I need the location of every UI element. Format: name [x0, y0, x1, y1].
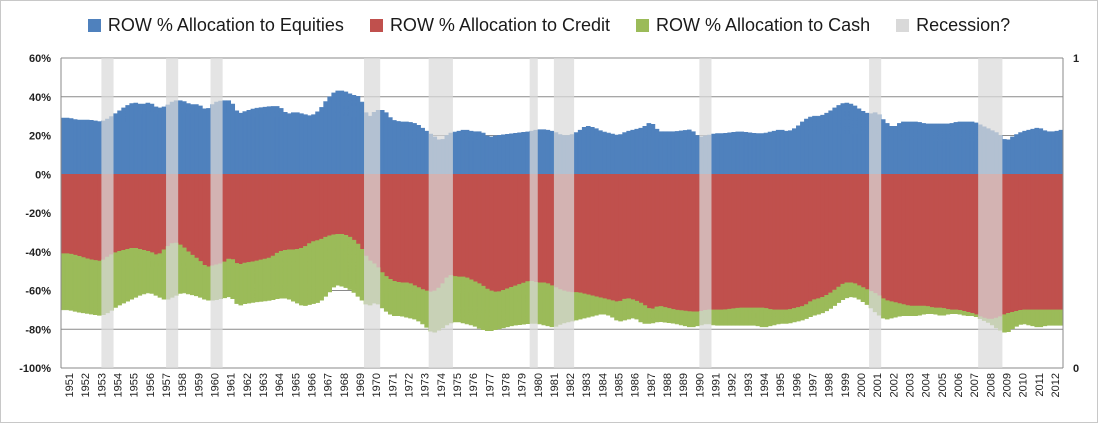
- x-tick-label: 1958: [177, 373, 189, 397]
- x-tick-label: 1951: [64, 373, 76, 397]
- x-tick-label: 1957: [161, 373, 173, 397]
- y-left-tick-label: -40%: [25, 247, 51, 259]
- recession-band: [699, 58, 712, 368]
- x-tick-label: 1956: [145, 373, 157, 397]
- x-tick-label: 1954: [113, 373, 125, 397]
- legend-swatch: [87, 18, 101, 32]
- x-tick-label: 1995: [775, 373, 787, 397]
- recession-band: [529, 58, 538, 368]
- x-tick-label: 1953: [96, 373, 108, 397]
- x-tick-label: 1987: [646, 373, 658, 397]
- x-tick-label: 1964: [274, 373, 286, 397]
- x-tick-label: 1981: [549, 373, 561, 397]
- x-tick-label: 2006: [953, 373, 965, 397]
- x-tick-label: 1975: [452, 373, 464, 397]
- x-tick-label: 2007: [969, 373, 981, 397]
- legend-item-row-allocation-to-cash: ROW % Allocation to Cash: [636, 15, 870, 36]
- recession-band: [869, 58, 882, 368]
- x-tick-label: 1970: [371, 373, 383, 397]
- x-tick-label: 1982: [565, 373, 577, 397]
- x-tick-label: 1961: [226, 373, 238, 397]
- x-tick-label: 1980: [533, 373, 545, 397]
- x-tick-label: 1968: [339, 373, 351, 397]
- x-tick-label: 1984: [597, 373, 609, 397]
- x-tick-label: 1997: [808, 373, 820, 397]
- recession-band: [553, 58, 575, 368]
- x-tick-label: 1976: [468, 373, 480, 397]
- legend-item-row-allocation-to-equities: ROW % Allocation to Equities: [87, 14, 344, 36]
- x-tick-label: 2011: [1034, 373, 1046, 397]
- axes: 60% 40% 20% 0% -20% -40% -60% -80% -100% 1 0 1951 19…: [19, 53, 1079, 397]
- x-tick-label: 1959: [193, 373, 205, 397]
- x-tick-label: 1965: [290, 373, 302, 397]
- x-tick-label: 1974: [436, 373, 448, 397]
- x-tick-label: 2008: [985, 373, 997, 397]
- x-tick-label: 1966: [307, 373, 319, 397]
- x-tick-label: 1990: [694, 373, 706, 397]
- x-tick-label: 1988: [662, 373, 674, 397]
- x-tick-label: 2005: [937, 373, 949, 397]
- x-tick-label: 1978: [500, 373, 512, 397]
- y-left-tick-label: -80%: [25, 324, 51, 336]
- legend-label: ROW % Allocation to Cash: [656, 14, 871, 35]
- x-tick-label: 2003: [904, 373, 916, 397]
- x-tick-label: 2001: [872, 373, 884, 397]
- x-tick-label: 1969: [355, 373, 367, 397]
- legend-item-row-allocation-to-credit: ROW % Allocation to Credit: [369, 14, 611, 36]
- x-tick-label: 1999: [840, 373, 852, 397]
- x-tick-label: 2002: [888, 373, 900, 397]
- recession-band: [978, 58, 1003, 368]
- x-tick-label: 1998: [824, 373, 836, 397]
- y-left-tick-label: 60%: [29, 53, 51, 65]
- y-right-tick-label: 1: [1073, 53, 1079, 65]
- x-tick-label: 1992: [727, 373, 739, 397]
- x-tick-label: 1986: [630, 373, 642, 397]
- legend-label: ROW % Allocation to Equities: [107, 14, 344, 35]
- x-tick-label: 1991: [711, 373, 723, 397]
- legend-swatch: [369, 18, 383, 32]
- y-left-tick-label: -100%: [19, 363, 51, 375]
- y-left-tick-label: 40%: [29, 92, 51, 104]
- x-tick-label: 1963: [258, 373, 270, 397]
- x-tick-label: 1994: [759, 373, 771, 397]
- x-tick-label: 2012: [1050, 373, 1062, 397]
- x-tick-label: 1985: [614, 373, 626, 397]
- recession-band: [101, 58, 114, 368]
- y-left-tick-label: -60%: [25, 286, 51, 298]
- recession-band: [428, 58, 453, 368]
- legend-label: ROW % Allocation to Credit: [389, 14, 611, 35]
- y-left-tick-label: 20%: [29, 131, 51, 143]
- x-tick-label: 1960: [210, 373, 222, 397]
- x-tick-label: 1971: [387, 373, 399, 397]
- x-tick-label: 1996: [791, 373, 803, 397]
- x-tick-label: 1952: [80, 373, 92, 397]
- x-tick-label: 1972: [403, 373, 415, 397]
- x-tick-label: 1993: [743, 373, 755, 397]
- y-left-tick-label: 0%: [35, 169, 51, 181]
- x-tick-label: 1977: [484, 373, 496, 397]
- recession-bands: [101, 58, 1003, 368]
- x-tick-label: 1967: [323, 373, 335, 397]
- x-tick-label: 2000: [856, 373, 868, 397]
- legend-item-recession: Recession?: [896, 15, 1010, 36]
- x-tick-label: 1979: [517, 373, 529, 397]
- y-right-tick-label: 0: [1073, 363, 1079, 375]
- chart-legend: ROW % Allocation to Equities ROW % Alloca…: [0, 12, 1098, 38]
- x-tick-label: 2010: [1018, 373, 1030, 397]
- x-tick-label: 1983: [581, 373, 593, 397]
- recession-band: [166, 58, 179, 368]
- legend-swatch: [896, 18, 910, 32]
- x-tick-label: 1973: [420, 373, 432, 397]
- recession-band: [210, 58, 223, 368]
- legend-swatch: [636, 18, 650, 32]
- x-tick-label: 2004: [921, 373, 933, 397]
- legend-label: Recession?: [916, 14, 1011, 35]
- x-tick-label: 1989: [678, 373, 690, 397]
- x-tick-label: 1955: [129, 373, 141, 397]
- x-tick-label: 2009: [1001, 373, 1013, 397]
- x-tick-label: 1962: [242, 373, 254, 397]
- y-left-tick-label: -20%: [25, 208, 51, 220]
- recession-band: [364, 58, 381, 368]
